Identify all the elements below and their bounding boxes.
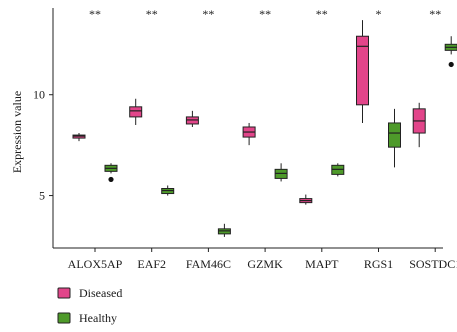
box-healthy-alox5ap bbox=[104, 163, 118, 183]
legend-swatch-healthy bbox=[57, 312, 71, 324]
box-diseased-eaf2 bbox=[129, 98, 143, 125]
box-iqr bbox=[388, 122, 401, 148]
significance-label: ** bbox=[202, 7, 214, 21]
legend-item-healthy: Healthy bbox=[57, 311, 117, 325]
x-tick-label: FAM46C bbox=[186, 257, 231, 271]
significance-label: ** bbox=[89, 7, 101, 21]
outlier-point bbox=[448, 61, 454, 68]
significance-label: ** bbox=[429, 7, 441, 21]
box-diseased-rgs1 bbox=[356, 20, 369, 123]
box-healthy-sostdc1 bbox=[444, 36, 457, 68]
legend-swatch-diseased bbox=[57, 287, 71, 299]
box-diseased-mapt bbox=[299, 194, 313, 205]
legend-item-diseased: Diseased bbox=[57, 286, 122, 300]
box-iqr bbox=[356, 35, 369, 106]
box-healthy-eaf2 bbox=[161, 185, 175, 196]
y-axis-label: Expression value bbox=[10, 91, 24, 173]
y-tick-label: 10 bbox=[33, 88, 45, 102]
box-healthy-fam46c bbox=[217, 223, 231, 237]
box-diseased-gzmk bbox=[242, 122, 256, 146]
legend-label-healthy: Healthy bbox=[79, 311, 117, 325]
x-tick-label: ALOX5AP bbox=[68, 257, 123, 271]
x-tick-label: EAF2 bbox=[137, 257, 166, 271]
legend-label-diseased: Diseased bbox=[79, 286, 122, 300]
box-healthy-mapt bbox=[331, 163, 345, 177]
box-healthy-rgs1 bbox=[388, 108, 401, 168]
x-tick-label: RGS1 bbox=[364, 257, 393, 271]
box-diseased-sostdc1 bbox=[412, 102, 426, 148]
plot-area bbox=[72, 20, 457, 237]
x-tick-label: SOSTDC1 bbox=[409, 257, 457, 271]
outlier-point bbox=[108, 176, 114, 183]
box-iqr bbox=[129, 106, 143, 118]
box-diseased-fam46c bbox=[185, 110, 199, 127]
box-diseased-alox5ap bbox=[72, 133, 86, 142]
legend: Diseased Healthy bbox=[57, 286, 122, 325]
box-healthy-gzmk bbox=[274, 163, 288, 182]
significance-label: ** bbox=[316, 7, 328, 21]
significance-label: * bbox=[376, 7, 382, 21]
x-tick-label: MAPT bbox=[305, 257, 339, 271]
significance-label: ** bbox=[259, 7, 271, 21]
x-tick-label: GZMK bbox=[247, 257, 283, 271]
y-tick-label: 5 bbox=[39, 189, 45, 203]
significance-label: ** bbox=[146, 7, 158, 21]
